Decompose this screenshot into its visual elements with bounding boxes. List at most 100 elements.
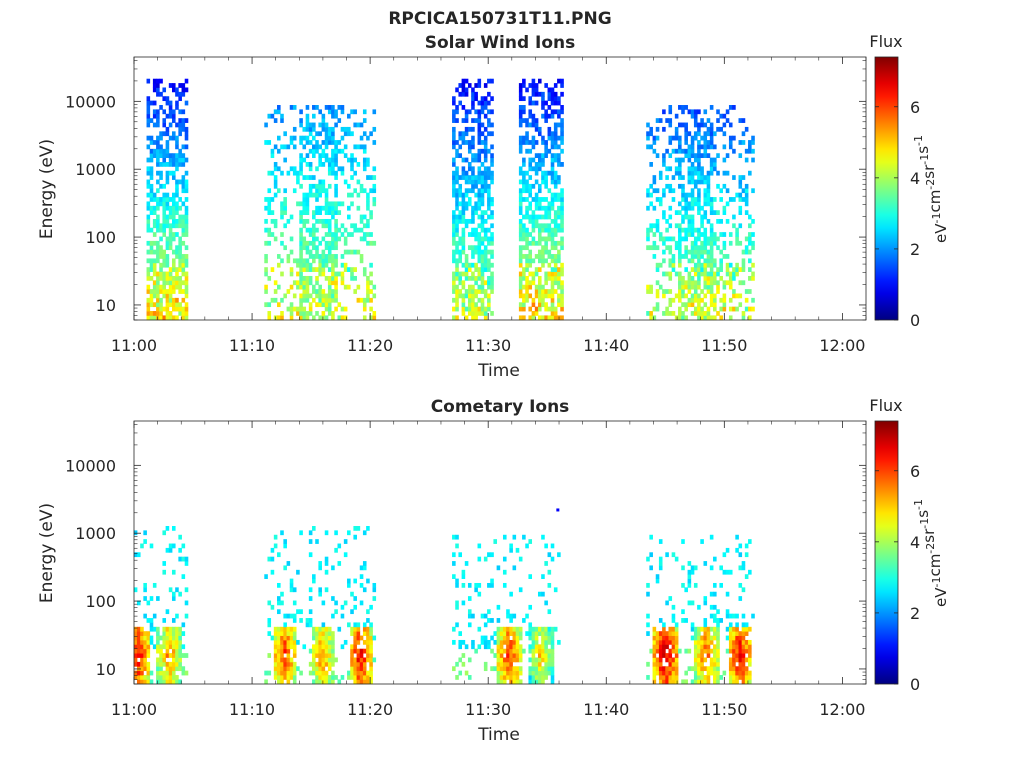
- heatmap-cell: [184, 131, 189, 137]
- heatmap-cell: [452, 236, 456, 242]
- heatmap-cell: [477, 297, 482, 303]
- heatmap-cell: [684, 306, 688, 312]
- heatmap-cell: [703, 271, 708, 277]
- heatmap-cell: [684, 210, 688, 215]
- heatmap-cell: [706, 626, 711, 632]
- heatmap-cell: [327, 126, 332, 132]
- heatmap-cell: [149, 192, 154, 198]
- heatmap-cell: [528, 249, 533, 255]
- heatmap-cell: [662, 258, 666, 264]
- heatmap-cell: [652, 657, 657, 663]
- heatmap-cell: [544, 113, 548, 119]
- heatmap-cell: [534, 197, 539, 202]
- heatmap-cell: [525, 118, 529, 123]
- heatmap-cell: [550, 657, 555, 663]
- heatmap-cell: [362, 648, 367, 654]
- heatmap-cell: [455, 262, 459, 268]
- heatmap-cell: [165, 293, 170, 299]
- heatmap-cell: [480, 271, 485, 277]
- heatmap-cell: [359, 661, 364, 667]
- heatmap-cell: [353, 275, 357, 281]
- heatmap-cell: [706, 311, 711, 316]
- heatmap-cell: [506, 631, 510, 636]
- heatmap-cell: [362, 162, 367, 167]
- heatmap-cell: [671, 613, 676, 619]
- heatmap-cell: [522, 157, 526, 163]
- x-tick-label: 11:40: [583, 700, 629, 719]
- heatmap-cell: [372, 293, 377, 299]
- heatmap-cell: [181, 543, 186, 549]
- heatmap-cell: [312, 183, 316, 189]
- heatmap-cell: [684, 236, 688, 242]
- heatmap-cell: [557, 157, 561, 163]
- heatmap-cell: [464, 179, 469, 185]
- heatmap-cell: [547, 214, 552, 220]
- heatmap-cell: [541, 162, 545, 167]
- heatmap-cell: [359, 582, 364, 588]
- heatmap-cell: [668, 635, 673, 641]
- heatmap-cell: [662, 153, 666, 159]
- heatmap-cell: [671, 297, 676, 303]
- heatmap-cell: [289, 105, 294, 110]
- heatmap-cell: [181, 267, 186, 272]
- heatmap-cell: [490, 223, 494, 229]
- heatmap-cell: [334, 293, 338, 299]
- heatmap-cell: [286, 626, 291, 632]
- heatmap-cell: [693, 648, 698, 654]
- heatmap-cell: [321, 644, 326, 650]
- heatmap-cell: [671, 666, 676, 672]
- heatmap-cell: [181, 162, 186, 167]
- heatmap-cell: [518, 148, 523, 154]
- heatmap-cell: [534, 271, 539, 277]
- heatmap-cell: [716, 126, 720, 132]
- heatmap-cell: [662, 271, 666, 277]
- heatmap-cell: [550, 245, 555, 251]
- heatmap-cell: [541, 666, 545, 672]
- heatmap-cell: [725, 201, 730, 207]
- heatmap-cell: [662, 679, 666, 685]
- heatmap-cell: [744, 249, 749, 255]
- heatmap-cell: [681, 275, 685, 281]
- heatmap-cell: [537, 91, 542, 97]
- heatmap-cell: [713, 262, 717, 268]
- heatmap-cell: [697, 205, 701, 211]
- heatmap-cell: [165, 626, 170, 632]
- heatmap-cell: [732, 639, 736, 645]
- heatmap-cell: [732, 661, 736, 667]
- heatmap-cell: [277, 109, 281, 115]
- heatmap-cell: [168, 661, 173, 667]
- heatmap-cell: [537, 670, 542, 676]
- heatmap-cell: [337, 227, 342, 233]
- heatmap-cell: [531, 635, 536, 641]
- heatmap-cell: [480, 302, 485, 308]
- heatmap-cell: [541, 223, 545, 229]
- heatmap-cell: [671, 197, 676, 202]
- heatmap-cell: [700, 170, 704, 176]
- heatmap-cell: [133, 675, 138, 680]
- heatmap-cell: [716, 170, 720, 176]
- heatmap-cell: [471, 126, 475, 132]
- heatmap-cell: [531, 311, 536, 316]
- heatmap-cell: [277, 648, 281, 654]
- heatmap-cell: [537, 631, 542, 636]
- heatmap-cell: [550, 135, 555, 141]
- heatmap-cell: [518, 96, 523, 102]
- heatmap-cell: [178, 306, 182, 312]
- heatmap-cell: [706, 644, 711, 650]
- heatmap-cell: [452, 131, 456, 137]
- heatmap-cell: [181, 122, 186, 128]
- heatmap-cell: [289, 578, 294, 584]
- heatmap-cell: [557, 267, 561, 272]
- heatmap-cell: [722, 297, 727, 303]
- heatmap-cell: [518, 626, 523, 632]
- heatmap-cell: [347, 205, 351, 211]
- heatmap-cell: [315, 639, 319, 645]
- heatmap-cell: [152, 109, 157, 115]
- heatmap-cell: [175, 210, 179, 215]
- heatmap-cell: [315, 205, 319, 211]
- heatmap-cell: [490, 271, 494, 277]
- heatmap-cell: [531, 315, 536, 321]
- heatmap-cell: [544, 118, 548, 123]
- heatmap-cell: [553, 83, 558, 88]
- heatmap-cell: [350, 648, 354, 654]
